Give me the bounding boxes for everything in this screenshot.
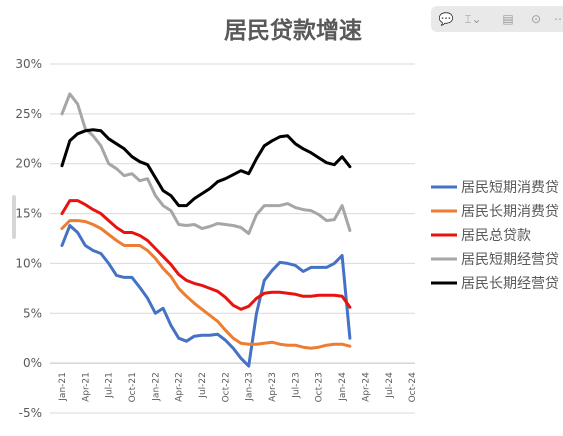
more-icon[interactable]: ⋯ — [554, 12, 563, 26]
download-icon[interactable]: ⊙ — [530, 12, 542, 26]
scroll-handle[interactable] — [12, 195, 16, 239]
y-tick-label: 20% — [15, 157, 42, 171]
legend-label: 居民短期经营贷 — [461, 252, 559, 268]
y-axis-tick-labels: 30% 25% 20% 15% 10% 5% 0% -5% — [15, 57, 42, 420]
series-line-3 — [60, 92, 352, 235]
y-tick-label: 15% — [15, 207, 42, 221]
gridlines — [50, 63, 415, 414]
series-lines — [60, 92, 352, 368]
x-tick-label: Apr-24 — [361, 372, 371, 402]
x-tick-label: Oct-22 — [221, 372, 231, 402]
series-line-2 — [60, 199, 352, 311]
x-tick-label: Apr-22 — [175, 372, 185, 402]
comment-icon[interactable]: 💬 — [438, 12, 454, 26]
x-tick-label: Apr-23 — [268, 372, 278, 402]
y-tick-label: 5% — [23, 306, 42, 320]
x-tick-label: Oct-24 — [408, 372, 418, 403]
series-line-1 — [60, 219, 352, 350]
x-tick-label: Oct-23 — [315, 372, 325, 402]
legend-label: 居民短期消费贷 — [461, 180, 559, 196]
highlight-icon[interactable]: ⌶⌄ — [464, 12, 482, 26]
legend-label: 居民长期消费贷 — [461, 204, 559, 220]
legend-label: 居民总贷款 — [461, 228, 531, 244]
y-tick-label: 0% — [23, 356, 42, 370]
x-tick-label: Apr-21 — [81, 372, 91, 402]
x-tick-label: Jan-24 — [338, 372, 348, 402]
legend-label: 居民长期经营贷 — [461, 276, 559, 292]
x-tick-label: Jan-22 — [151, 372, 161, 402]
x-tick-label: Jan-21 — [58, 372, 68, 402]
x-tick-label: Oct-21 — [128, 372, 138, 402]
clip-icon[interactable]: ▤ — [502, 12, 514, 26]
x-axis-tick-labels: Jan-21 Apr-21 Jul-21 Oct-21 Jan-22 Apr-22 Jul-… — [58, 372, 418, 403]
x-tick-label: Jul-24 — [385, 372, 395, 399]
y-tick-label: 10% — [15, 256, 42, 270]
x-tick-label: Jul-22 — [198, 372, 208, 399]
y-tick-label: 25% — [15, 107, 42, 121]
floating-toolbar: 💬 ⌶⌄ ▤ ⊙ ⋯ — [431, 6, 563, 32]
series-line-4 — [60, 128, 352, 208]
chart-title: 居民贷款增速 — [224, 17, 362, 44]
y-tick-label: -5% — [19, 406, 42, 420]
series-line-0 — [60, 224, 352, 368]
x-tick-label: Jul-21 — [105, 372, 115, 399]
y-tick-label: 30% — [15, 57, 42, 71]
x-tick-label: Jan-23 — [245, 372, 255, 402]
x-tick-label: Jul-23 — [291, 372, 301, 399]
